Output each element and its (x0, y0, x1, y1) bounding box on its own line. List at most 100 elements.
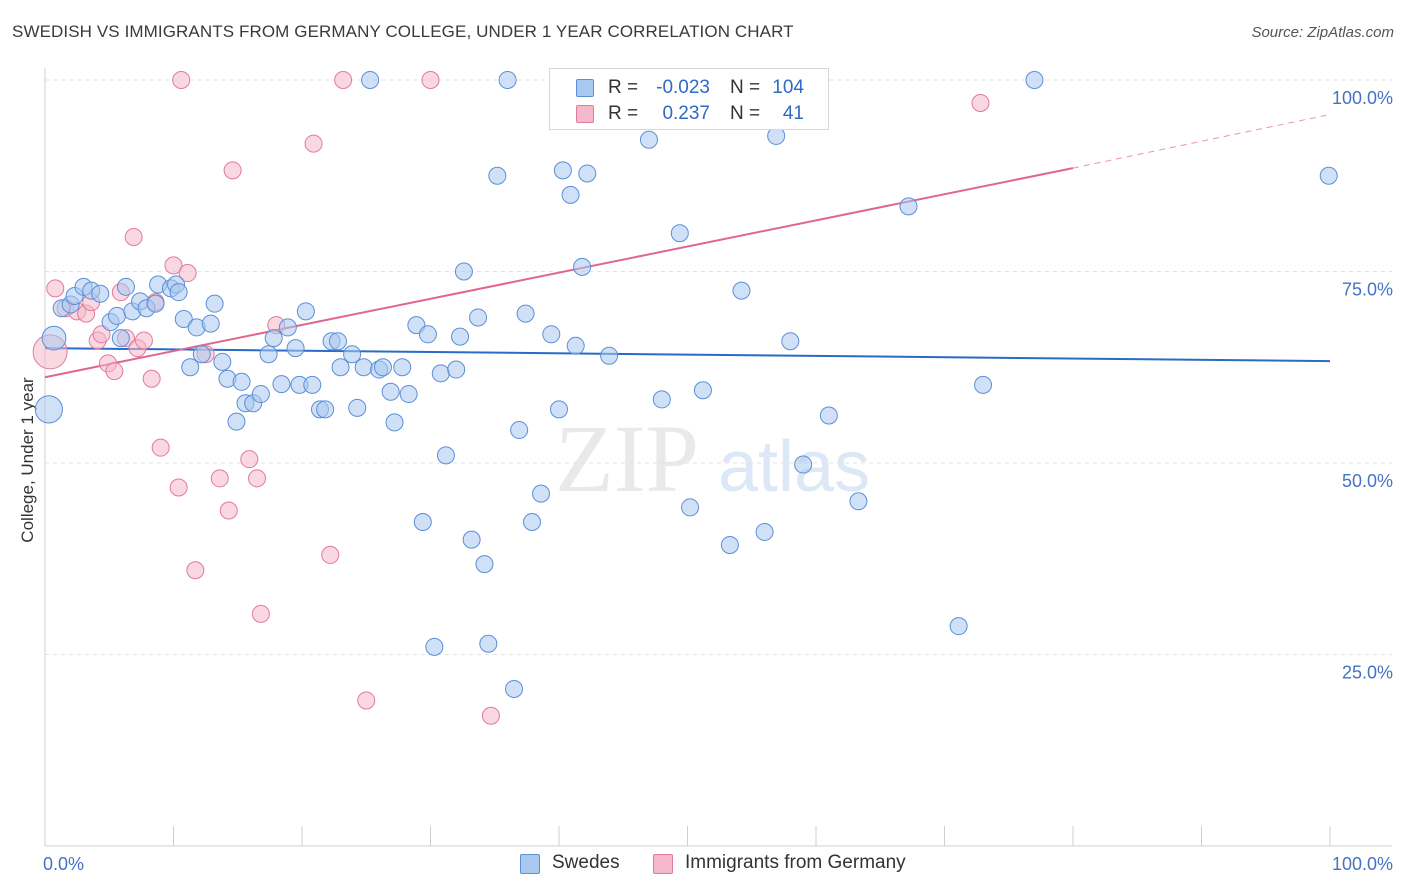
swedes-point (259, 345, 278, 364)
germany-point (304, 134, 323, 153)
n-label: N = (730, 103, 761, 124)
swedes-point (331, 358, 350, 377)
swedes-point (316, 400, 335, 419)
swedes-point (899, 197, 918, 216)
germany-point (46, 279, 65, 298)
swedes-point (303, 375, 322, 394)
germany-point (334, 71, 353, 89)
swedes-point (116, 277, 135, 296)
swedes-point (516, 304, 535, 323)
swedes-point (670, 224, 689, 243)
source-label: Source: ZipAtlas.com (1251, 24, 1394, 41)
germany-point (357, 691, 376, 710)
swedes-point (639, 130, 658, 149)
swedes-point (192, 345, 211, 364)
swedes-point (1319, 166, 1338, 185)
germany-point (164, 256, 183, 275)
swedes-point (373, 358, 392, 377)
series-legend: Swedes Immigrants from Germany (0, 852, 1406, 878)
germany-point (151, 438, 170, 457)
swedes-point (566, 336, 585, 355)
swedes-point (413, 512, 432, 531)
r-value: 0.237 (662, 103, 710, 124)
swedes-point (475, 555, 494, 574)
germany-point (251, 604, 270, 623)
correlation-legend: R = -0.023 N = 104 R = 0.237 N = 41 (549, 68, 829, 130)
germany-point (210, 469, 229, 488)
swedes-point (425, 637, 444, 656)
y-tick-label: 50.0% (1342, 471, 1393, 491)
swedes-point (693, 381, 712, 400)
swedes-point (949, 617, 968, 636)
swedes-point (91, 284, 110, 303)
germany-point (971, 93, 990, 112)
germany-point (321, 545, 340, 564)
germany-point (421, 71, 440, 89)
swedes-legend-icon (520, 854, 540, 874)
germany-trend-extension (1072, 113, 1331, 169)
swedes-point (354, 358, 373, 377)
germany-point (248, 469, 267, 488)
swedes-point (227, 412, 246, 431)
swedes-point (107, 306, 126, 325)
swedes-point (34, 395, 63, 424)
watermark-zip: ZIP (555, 405, 699, 512)
y-tick-label: 25.0% (1342, 663, 1393, 683)
swedes-point (561, 185, 580, 204)
swedes-point (348, 398, 367, 417)
germany-point (142, 369, 161, 388)
germany-point (134, 331, 153, 350)
n-value: 41 (782, 103, 804, 124)
swedes-point (1025, 71, 1044, 89)
swedes-point (553, 161, 572, 180)
swedes-point (111, 329, 130, 348)
germany-point (105, 362, 124, 381)
germany-point (186, 561, 205, 580)
swedes-point (232, 372, 251, 391)
germany-point (223, 161, 242, 180)
swedes-swatch-icon (576, 79, 594, 97)
germany-point (124, 228, 143, 247)
swedes-point (272, 375, 291, 394)
swedes-point (431, 364, 450, 383)
legend-row-swedes: R = -0.023 N = 104 (550, 75, 828, 103)
r-label: R = (608, 103, 639, 124)
y-tick-label: 100.0% (1332, 88, 1393, 108)
swedes-trend-line (44, 347, 1331, 363)
swedes-point (146, 294, 165, 313)
r-label: R = (608, 77, 639, 98)
swedes-point (819, 406, 838, 425)
germany-point (240, 450, 259, 469)
swedes-point (720, 535, 739, 554)
y-tick-label: 75.0% (1342, 280, 1393, 300)
swedes-point (488, 166, 507, 185)
swedes-point (264, 329, 283, 348)
germany-point (172, 71, 191, 89)
swedes-point (532, 484, 551, 503)
swedes-point (479, 634, 498, 653)
swedes-point (652, 390, 671, 409)
x-tick-label: 100.0% (1332, 854, 1393, 874)
germany-point (481, 706, 500, 725)
swedes-point (447, 360, 466, 379)
swedes-point (436, 446, 455, 465)
swedes-point (174, 309, 193, 328)
swedes-point (41, 325, 67, 351)
legend-row-germany: R = 0.237 N = 41 (550, 101, 828, 129)
chart-title: SWEDISH VS IMMIGRANTS FROM GERMANY COLLE… (12, 22, 794, 41)
germany-point (178, 264, 197, 283)
swedes-point (201, 314, 220, 333)
swedes-point (578, 164, 597, 183)
swedes-point (510, 421, 529, 440)
swedes-point (296, 302, 315, 321)
legend-label: Immigrants from Germany (685, 852, 906, 873)
swedes-point (550, 400, 568, 419)
legend-label: Swedes (552, 852, 620, 873)
germany-point (92, 325, 111, 344)
swedes-point (328, 332, 347, 351)
swedes-point (732, 281, 751, 300)
germany-legend-icon (653, 854, 673, 874)
swedes-point (418, 325, 437, 344)
swedes-point (343, 345, 362, 364)
